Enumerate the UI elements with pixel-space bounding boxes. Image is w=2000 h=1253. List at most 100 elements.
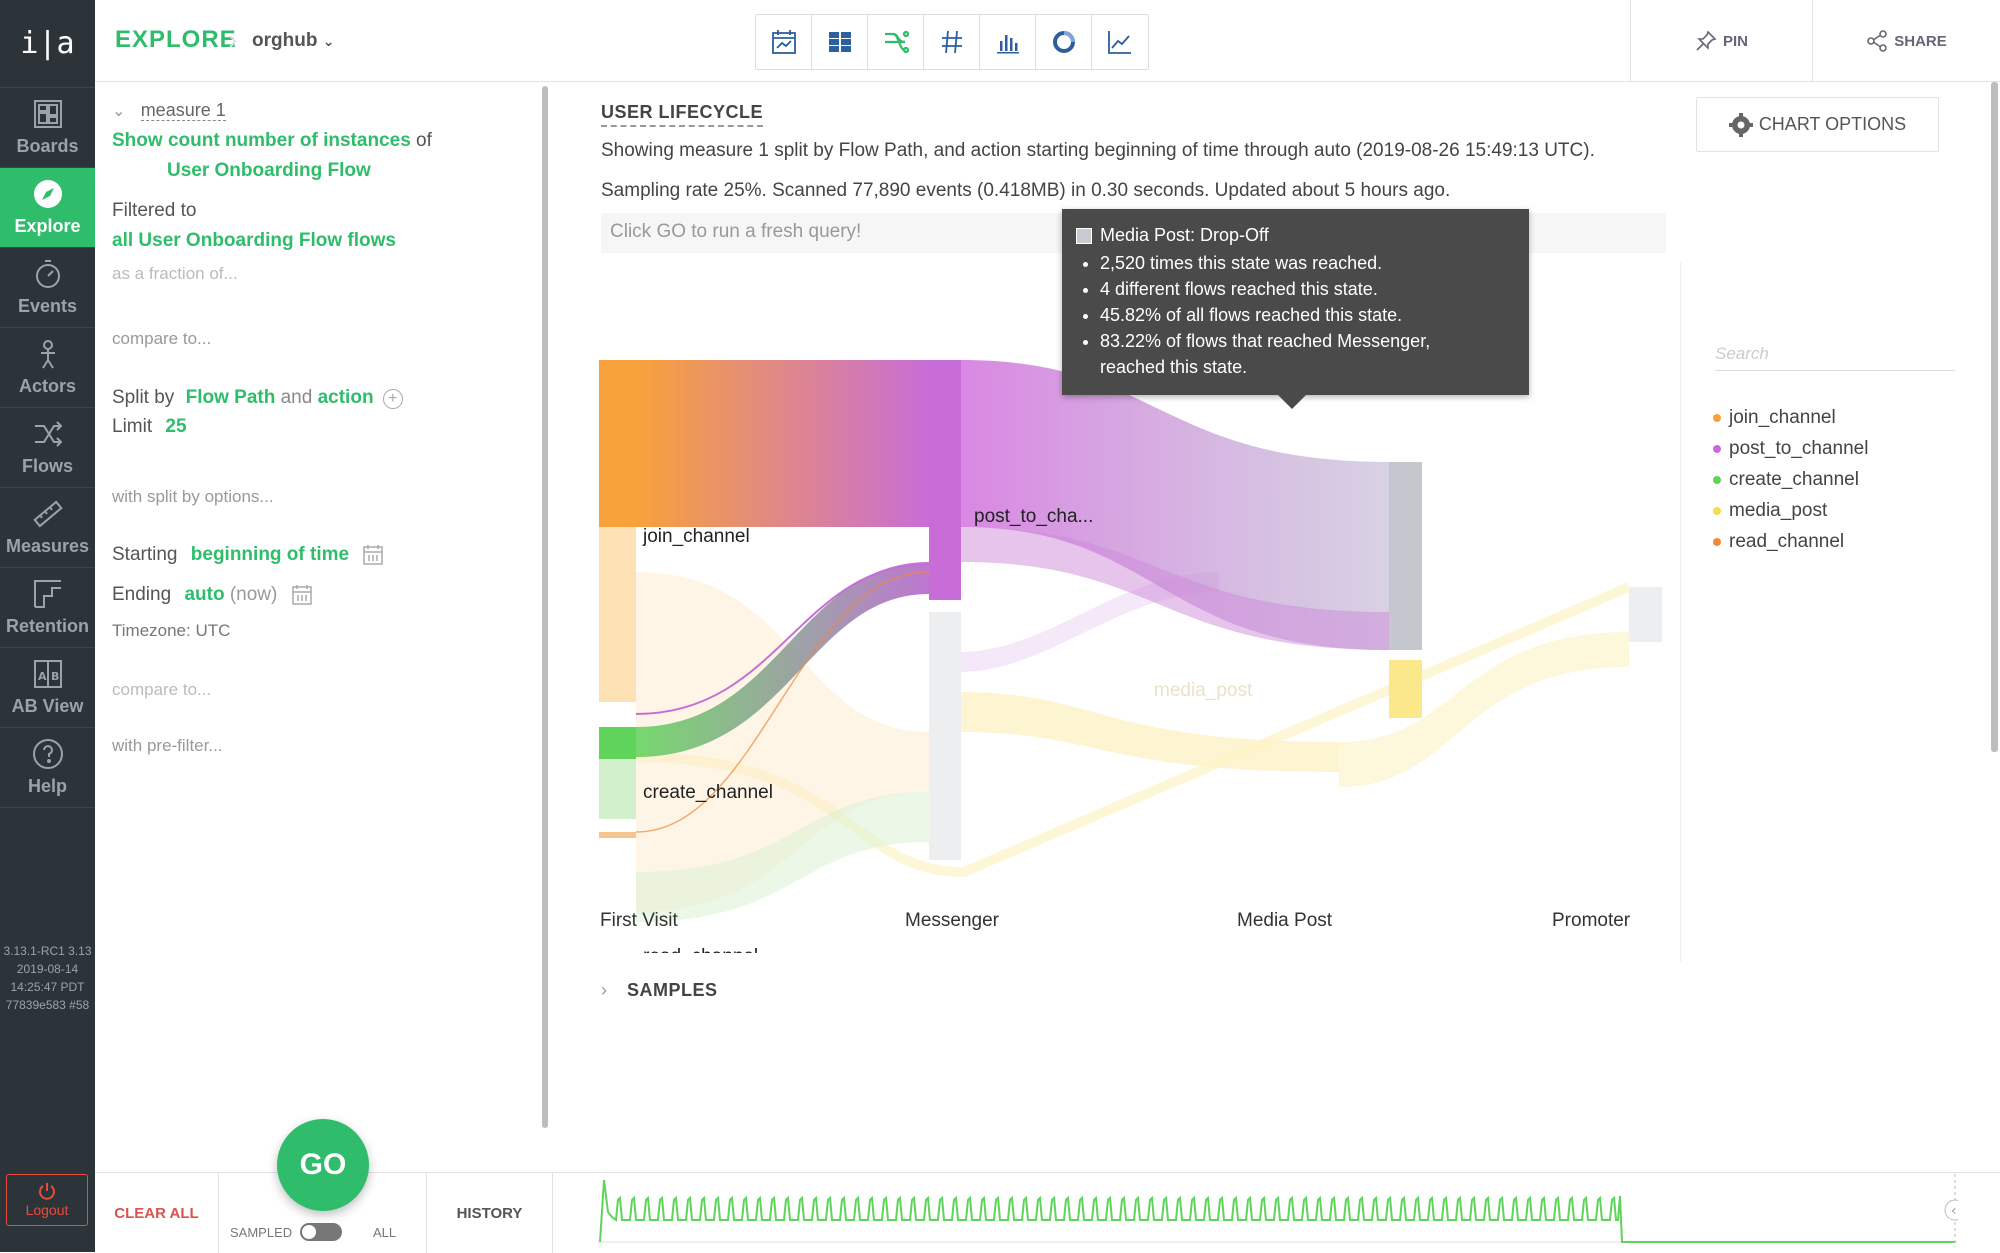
ending-value[interactable]: auto — [184, 584, 225, 606]
metric-selector[interactable]: count number of instances — [167, 130, 411, 151]
flow-link[interactable] — [636, 572, 929, 912]
legend-search-input[interactable]: Search — [1715, 344, 1955, 371]
flow-link[interactable] — [961, 527, 1389, 650]
legend-item-join-channel[interactable]: join_channel — [1713, 407, 1836, 429]
share-button[interactable]: SHARE — [1812, 0, 2000, 82]
nav-item-events[interactable]: Events — [0, 248, 95, 328]
fraction-of-link[interactable]: as a fraction of... — [112, 264, 238, 283]
org-selector[interactable]: orghub ⌄ — [252, 30, 334, 52]
legend-item-create-channel[interactable]: create_channel — [1713, 469, 1859, 491]
sankey-node-join-channel[interactable] — [599, 360, 636, 527]
viz-calendar-button[interactable] — [756, 15, 812, 69]
tooltip-list: 2,520 times this state was reached. 4 di… — [1076, 250, 1515, 380]
compare-to-link[interactable]: compare to... — [112, 329, 212, 348]
tooltip-swatch — [1076, 227, 1092, 244]
legend-item-read-channel[interactable]: read_channel — [1713, 531, 1844, 553]
sankey-node-media-drop-off[interactable] — [1389, 462, 1422, 650]
chevron-down-icon: ⌄ — [112, 103, 126, 120]
main-scrollbar[interactable] — [1991, 82, 1998, 752]
flows-icon — [34, 421, 62, 447]
flow-link[interactable] — [636, 792, 929, 922]
svg-text:B: B — [51, 670, 59, 683]
add-split-icon[interactable]: + — [382, 389, 403, 409]
top-bar: EXPLORE › orghub ⌄ PIN SHARE — [95, 0, 2000, 82]
viz-line-button[interactable] — [1092, 15, 1148, 69]
timezone[interactable]: Timezone: UTC — [112, 621, 231, 640]
nav-item-help[interactable]: Help — [0, 728, 95, 808]
prefilter-link[interactable]: with pre-filter... — [112, 736, 223, 755]
ending-clause: Ending auto (now) — [112, 584, 313, 606]
measure-name[interactable]: measure 1 — [140, 100, 226, 121]
measure-header[interactable]: ⌄ measure 1 — [112, 100, 226, 122]
clear-all-button[interactable]: CLEAR ALL — [95, 1173, 219, 1253]
sankey-node-create-channel[interactable] — [599, 727, 636, 759]
sankey-node-create-channel-faint[interactable] — [599, 759, 636, 819]
nav-item-boards[interactable]: Boards — [0, 88, 95, 168]
split-flow-path[interactable]: Flow Path — [185, 387, 276, 408]
chart-title[interactable]: USER LIFECYCLE — [601, 102, 764, 127]
nav-item-explore[interactable]: Explore — [0, 168, 95, 248]
flow-link[interactable] — [959, 692, 1339, 772]
chart-options-button[interactable]: CHART OPTIONS — [1696, 97, 1939, 152]
tooltip-title-row: Media Post: Drop-Off — [1076, 225, 1515, 246]
viz-donut-button[interactable] — [1036, 15, 1092, 69]
starting-label: Starting — [112, 544, 178, 566]
sankey-node-read-channel[interactable] — [599, 832, 636, 838]
flow-link[interactable] — [635, 571, 930, 833]
nav-item-measures[interactable]: Measures — [0, 488, 95, 568]
compare-to-link-2[interactable]: compare to... — [112, 680, 212, 699]
limit-value[interactable]: 25 — [165, 416, 187, 437]
flow-link[interactable] — [636, 562, 929, 757]
sankey-node-media-post[interactable] — [1389, 660, 1422, 718]
breadcrumb-separator-icon: › — [228, 24, 238, 55]
retention-icon — [33, 580, 61, 608]
split-by-clause: Split by Flow Path and action + — [112, 387, 403, 409]
calendar-icon[interactable] — [291, 584, 313, 606]
filter-value[interactable]: all User Onboarding Flow flows — [112, 230, 396, 252]
samples-section-toggle[interactable]: › SAMPLES — [601, 980, 718, 1001]
split-action[interactable]: action — [317, 387, 374, 408]
nav-item-retention[interactable]: Retention — [0, 568, 95, 648]
nav-item-flows[interactable]: Flows — [0, 408, 95, 488]
legend-dot — [1713, 537, 1721, 546]
flow-link[interactable] — [636, 360, 929, 527]
logout-button[interactable]: Logout — [6, 1174, 88, 1226]
chevron-down-icon: ⌄ — [322, 33, 335, 49]
nav-item-label: Boards — [16, 136, 79, 156]
calendar-icon[interactable] — [362, 544, 384, 566]
show-clause: Show count number of instances of — [112, 130, 432, 152]
split-options-link[interactable]: with split by options... — [112, 487, 274, 506]
nav-item-actors[interactable]: Actors — [0, 328, 95, 408]
flow-link[interactable] — [1339, 632, 1629, 787]
flow-selector[interactable]: User Onboarding Flow — [167, 160, 371, 182]
flow-link[interactable] — [635, 563, 930, 715]
query-panel-scrollbar[interactable] — [542, 86, 548, 1128]
viz-bar-button[interactable] — [980, 15, 1036, 69]
starting-value[interactable]: beginning of time — [190, 544, 350, 566]
legend-item-post-to-channel[interactable]: post_to_channel — [1713, 438, 1868, 460]
legend-label: post_to_channel — [1729, 438, 1869, 459]
all-label: ALL — [373, 1225, 397, 1240]
sankey-node-promoter[interactable] — [1629, 587, 1662, 642]
timeline-sparkline[interactable]: ‹ — [598, 1172, 1958, 1252]
viz-flow-button[interactable] — [868, 15, 924, 69]
node-label-join-channel: join_channel — [642, 526, 750, 547]
history-button[interactable]: HISTORY — [426, 1173, 553, 1253]
legend-item-media-post[interactable]: media_post — [1713, 500, 1827, 522]
timeline-collapse-icon[interactable] — [1944, 1199, 1958, 1221]
sankey-node-messenger-drop[interactable] — [929, 612, 961, 860]
query-panel: ⌄ measure 1 Show count number of instanc… — [95, 82, 547, 1172]
app-logo[interactable]: i|a — [0, 0, 95, 88]
sampled-toggle[interactable] — [300, 1223, 342, 1241]
show-of: of — [416, 130, 432, 151]
pin-button[interactable]: PIN — [1630, 0, 1812, 82]
sankey-node-join-channel-faint[interactable] — [599, 527, 636, 702]
viz-table-button[interactable] — [812, 15, 868, 69]
flow-link[interactable] — [961, 360, 1389, 650]
go-button[interactable]: GO — [277, 1119, 369, 1211]
viz-number-button[interactable] — [924, 15, 980, 69]
legend-label: media_post — [1729, 500, 1828, 521]
samples-label: SAMPLES — [627, 980, 718, 1000]
sankey-node-post-to-channel[interactable] — [929, 360, 961, 600]
